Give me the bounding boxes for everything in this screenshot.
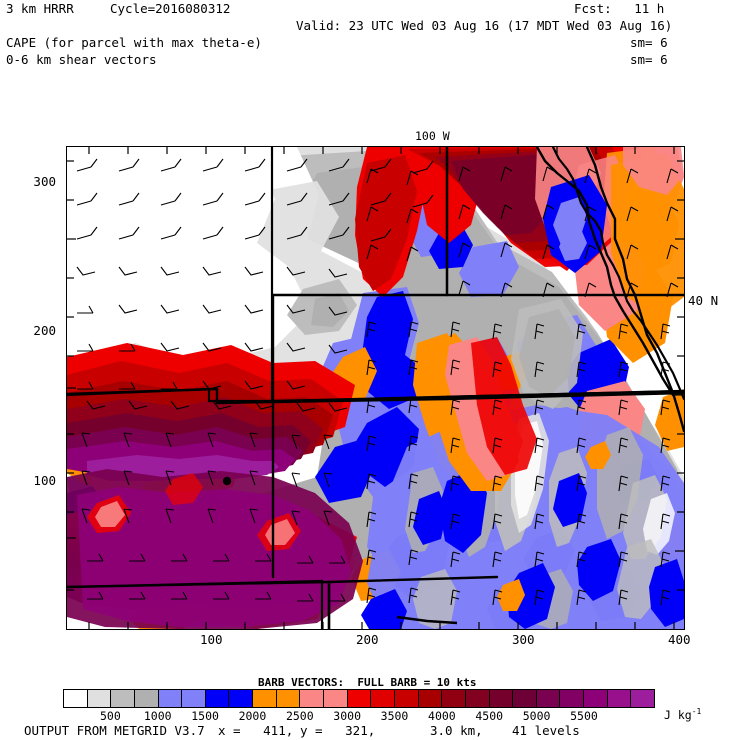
x-axis-tick-300: 300: [512, 632, 535, 647]
colorbar-segment-17: [465, 690, 490, 707]
y-axis-tick-100: 100: [33, 473, 56, 488]
colorbar-tick-5500: 5500: [570, 709, 598, 723]
colorbar-segment-22: [584, 690, 608, 707]
colorbar-segment-4: [158, 690, 183, 707]
colorbar-segment-2: [111, 690, 135, 707]
field-description-label: CAPE (for parcel with max theta-e): [6, 35, 262, 50]
colorbar-segment-11: [324, 690, 348, 707]
output-source-label: OUTPUT FROM METGRID V3.7: [24, 723, 205, 738]
colorbar-segment-12: [347, 690, 372, 707]
latitude-label: 40 N: [688, 293, 719, 308]
grid-y-label: y = 321,: [300, 723, 376, 738]
colorbar-segment-7: [229, 690, 254, 707]
colorbar-segment-8: [253, 690, 277, 707]
vector-description-label: 0-6 km shear vectors: [6, 52, 157, 67]
units-exponent: -1: [691, 707, 702, 716]
colorbar-tick-3000: 3000: [333, 709, 362, 723]
model-name-label: 3 km HRRR: [6, 1, 74, 16]
x-axis-tick-400: 400: [668, 632, 691, 647]
colorbar-segment-23: [607, 690, 632, 707]
grid-resolution-label: 3.0 km,: [430, 723, 483, 738]
colorbar-units-label: J kg-1: [664, 707, 701, 722]
model-cycle-label: Cycle=2016080312: [110, 1, 231, 16]
colorbar-tick-4000: 4000: [428, 709, 456, 723]
smoothing-top-label: sm= 6: [630, 35, 668, 50]
colorbar-segment-6: [205, 690, 230, 707]
longitude-label: 100 W: [415, 129, 450, 143]
colorbar-title: BARB VECTORS: FULL BARB = 10 kts: [258, 676, 477, 689]
colorbar-tick-5000: 5000: [522, 709, 551, 723]
colorbar-tick-4500: 4500: [475, 709, 504, 723]
colorbar-segment-18: [489, 690, 514, 707]
colorbar-segment-16: [442, 690, 466, 707]
smoothing-bottom-label: sm= 6: [630, 52, 668, 67]
y-axis-tick-200: 200: [33, 323, 56, 338]
colorbar-tick-2000: 2000: [238, 709, 267, 723]
cape-colorbar[interactable]: [63, 689, 655, 708]
colorbar-tick-2500: 2500: [285, 709, 314, 723]
colorbar-segment-24: [631, 690, 655, 707]
colorbar-tick-3500: 3500: [380, 709, 409, 723]
vertical-levels-label: 41 levels: [512, 723, 580, 738]
colorbar-segment-0: [64, 690, 88, 707]
y-axis-tick-300: 300: [33, 174, 56, 189]
valid-time-label: Valid: 23 UTC Wed 03 Aug 16 (17 MDT Wed …: [296, 18, 673, 33]
colorbar-segment-10: [300, 690, 325, 707]
grid-x-label: x = 411,: [218, 723, 294, 738]
colorbar-segment-1: [87, 690, 112, 707]
cape-contour-map: [67, 147, 684, 629]
forecast-hour-label: Fcst: 11 h: [574, 1, 665, 16]
colorbar-segment-20: [536, 690, 561, 707]
units-text: J kg: [664, 707, 692, 722]
grid-point-marker: [222, 476, 232, 486]
x-axis-tick-100: 100: [200, 632, 223, 647]
colorbar-segment-13: [371, 690, 395, 707]
colorbar-tick-500: 500: [99, 709, 121, 723]
colorbar-tick-labels: 500 1000 1500 2000 2500 3000 3500 4000 4500 5000 5…: [63, 709, 663, 723]
colorbar-tick-1500: 1500: [191, 709, 219, 723]
cape-map-panel[interactable]: [66, 146, 685, 630]
x-axis-tick-200: 200: [356, 632, 379, 647]
colorbar-segment-15: [418, 690, 443, 707]
colorbar-segment-21: [560, 690, 585, 707]
colorbar-segment-19: [513, 690, 537, 707]
colorbar-segment-9: [276, 690, 301, 707]
colorbar-segment-3: [134, 690, 159, 707]
colorbar-segment-14: [394, 690, 419, 707]
colorbar-segment-5: [182, 690, 206, 707]
colorbar-tick-1000: 1000: [143, 709, 172, 723]
